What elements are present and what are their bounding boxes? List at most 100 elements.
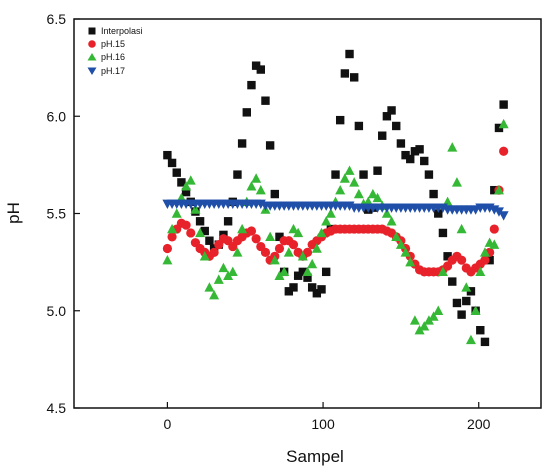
point-ph16 (344, 165, 355, 175)
point-ph16 (409, 315, 420, 325)
point-ph16 (237, 223, 248, 234)
point-interpolasi (382, 112, 392, 121)
point-interpolasi (396, 139, 406, 148)
axis-ticks: 0 100 200 4.5 5.0 5.5 6.0 6.5 (47, 11, 491, 432)
point-ph16 (367, 188, 378, 199)
point-ph16 (274, 270, 285, 280)
point-interpolasi (354, 121, 364, 131)
point-interpolasi (293, 271, 303, 280)
data-points (162, 49, 509, 347)
point-ph15 (186, 228, 196, 238)
point-ph16 (181, 181, 192, 191)
point-interpolasi (223, 217, 233, 226)
point-interpolasi (387, 106, 396, 115)
point-interpolasi (462, 296, 471, 306)
point-interpolasi (317, 285, 326, 294)
x-axis-title: Sampel (286, 447, 344, 466)
point-ph16 (167, 223, 178, 234)
point-ph15 (288, 240, 299, 250)
point-interpolasi (200, 226, 209, 236)
point-ph16 (283, 247, 294, 257)
point-ph16 (423, 315, 434, 325)
point-ph16 (428, 311, 439, 321)
y-tick-label: 4.5 (47, 400, 67, 416)
legend-marker-ph16 (87, 53, 97, 61)
point-ph16 (451, 177, 462, 187)
point-interpolasi (401, 150, 410, 160)
point-ph16 (246, 181, 257, 191)
point-interpolasi (307, 283, 317, 292)
point-ph16 (405, 256, 416, 267)
y-tick-label: 6.5 (47, 11, 67, 27)
point-ph16 (316, 227, 327, 238)
point-interpolasi (438, 228, 448, 238)
point-ph16 (269, 254, 280, 265)
legend-label-interpolasi: Interpolasi (101, 26, 143, 36)
point-ph16 (479, 247, 490, 257)
point-ph15 (260, 247, 271, 257)
point-interpolasi (359, 170, 368, 179)
legend-item-ph15: pH.15 (88, 39, 125, 49)
point-interpolasi (242, 108, 251, 117)
point-ph16 (461, 282, 472, 292)
point-interpolasi (205, 236, 214, 245)
point-ph16 (209, 289, 220, 300)
point-interpolasi (284, 287, 294, 296)
point-interpolasi (247, 80, 256, 90)
point-ph16 (465, 334, 476, 345)
y-tick-label: 5.0 (47, 303, 67, 319)
point-interpolasi (237, 139, 247, 148)
point-ph16 (213, 274, 224, 284)
point-interpolasi (429, 189, 438, 199)
point-ph16 (218, 262, 229, 273)
point-ph16 (265, 231, 276, 242)
point-interpolasi (415, 145, 424, 154)
point-ph16 (335, 184, 346, 195)
point-ph15 (181, 220, 191, 230)
point-ph16 (489, 239, 500, 249)
point-ph16 (437, 266, 448, 277)
x-tick-label: 0 (164, 416, 172, 432)
point-ph16 (171, 208, 182, 218)
y-tick-label: 5.5 (47, 206, 67, 222)
point-ph16 (493, 184, 504, 195)
point-interpolasi (303, 273, 312, 282)
point-interpolasi (251, 61, 261, 70)
point-interpolasi (406, 154, 415, 164)
point-interpolasi (321, 267, 331, 277)
point-ph16 (251, 173, 262, 183)
point-interpolasi (270, 189, 280, 199)
legend-label-ph16: pH.16 (101, 52, 125, 62)
point-ph16 (419, 321, 430, 331)
point-ph15 (274, 243, 285, 254)
point-interpolasi (499, 100, 508, 109)
point-interpolasi (345, 49, 354, 59)
point-ph16 (339, 173, 350, 183)
point-interpolasi (452, 298, 462, 308)
point-interpolasi (172, 168, 181, 177)
point-interpolasi (331, 170, 340, 179)
point-ph15 (489, 224, 499, 234)
point-interpolasi (298, 267, 308, 277)
point-ph16 (279, 266, 290, 277)
point-interpolasi (485, 255, 494, 265)
point-interpolasi (420, 156, 429, 166)
point-ph16 (456, 223, 467, 234)
point-interpolasi (335, 115, 345, 125)
point-ph16 (381, 208, 392, 218)
point-ph16 (447, 142, 458, 152)
point-interpolasi (181, 187, 191, 197)
point-ph16 (297, 251, 308, 261)
point-interpolasi (195, 217, 205, 226)
point-interpolasi (275, 232, 284, 242)
point-interpolasi (490, 185, 499, 195)
point-interpolasi (289, 283, 298, 292)
point-interpolasi (424, 170, 434, 179)
point-ph16 (185, 175, 196, 185)
point-ph16 (293, 227, 304, 238)
point-ph16 (414, 325, 425, 335)
x-tick-label: 100 (311, 416, 335, 432)
series-ph17 (162, 199, 509, 221)
point-interpolasi (233, 170, 242, 179)
